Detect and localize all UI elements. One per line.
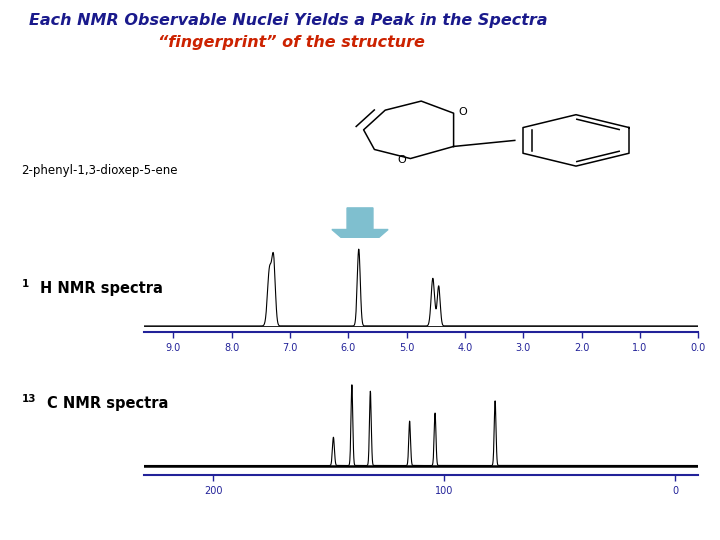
Text: 2-phenyl-1,3-dioxep-5-ene: 2-phenyl-1,3-dioxep-5-ene xyxy=(22,164,178,177)
Text: O: O xyxy=(397,155,406,165)
FancyArrow shape xyxy=(332,208,388,254)
Text: H NMR spectra: H NMR spectra xyxy=(40,281,163,296)
Text: C NMR spectra: C NMR spectra xyxy=(47,396,168,411)
Text: 1: 1 xyxy=(22,279,29,289)
Text: Each NMR Observable Nuclei Yields a Peak in the Spectra: Each NMR Observable Nuclei Yields a Peak… xyxy=(29,14,547,29)
Text: O: O xyxy=(458,107,467,117)
Text: “fingerprint” of the structure: “fingerprint” of the structure xyxy=(158,35,426,50)
Text: 13: 13 xyxy=(22,394,36,404)
